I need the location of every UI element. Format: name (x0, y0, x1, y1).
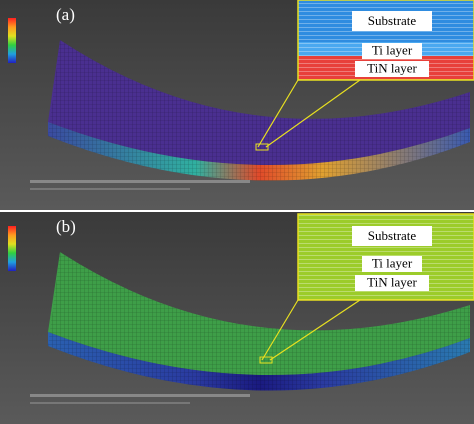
legend-bar (8, 18, 16, 63)
label-box (362, 256, 422, 272)
layer-label: Ti layer (372, 42, 413, 57)
layer-label: Substrate (368, 228, 417, 243)
beam-mesh (48, 252, 470, 391)
zoom-line (257, 79, 299, 148)
info-line (30, 180, 250, 183)
beam-mesh (48, 40, 470, 181)
panel-label: (b) (56, 217, 76, 236)
layer-label: Ti layer (372, 255, 413, 270)
label-box (362, 43, 422, 59)
label-box (352, 11, 432, 31)
inset: Substrate Ti layer TiN layer (297, 0, 474, 81)
zoom-box (255, 143, 269, 151)
info-line (30, 188, 190, 190)
label-box (352, 226, 432, 246)
info-line (30, 394, 250, 397)
label-box (355, 275, 429, 291)
inset-frame (297, 0, 474, 81)
panel-a: Substrate Ti layer TiN layer (a) (0, 0, 474, 210)
layer-label: Substrate (368, 13, 417, 28)
inset-frame (297, 213, 474, 301)
layer-label: TiN layer (367, 60, 417, 75)
zoom-line (265, 79, 361, 148)
info-line (30, 402, 190, 404)
panel-b: Substrate Ti layer TiN layer (b) (0, 212, 474, 424)
panel-label: (a) (56, 5, 75, 24)
zoom-line (269, 299, 361, 361)
legend-bar (8, 226, 16, 271)
zoom-line (261, 299, 299, 361)
inset: Substrate Ti layer TiN layer (297, 213, 474, 301)
layer-label: TiN layer (367, 274, 417, 289)
zoom-box (259, 356, 273, 364)
label-box (355, 61, 429, 77)
